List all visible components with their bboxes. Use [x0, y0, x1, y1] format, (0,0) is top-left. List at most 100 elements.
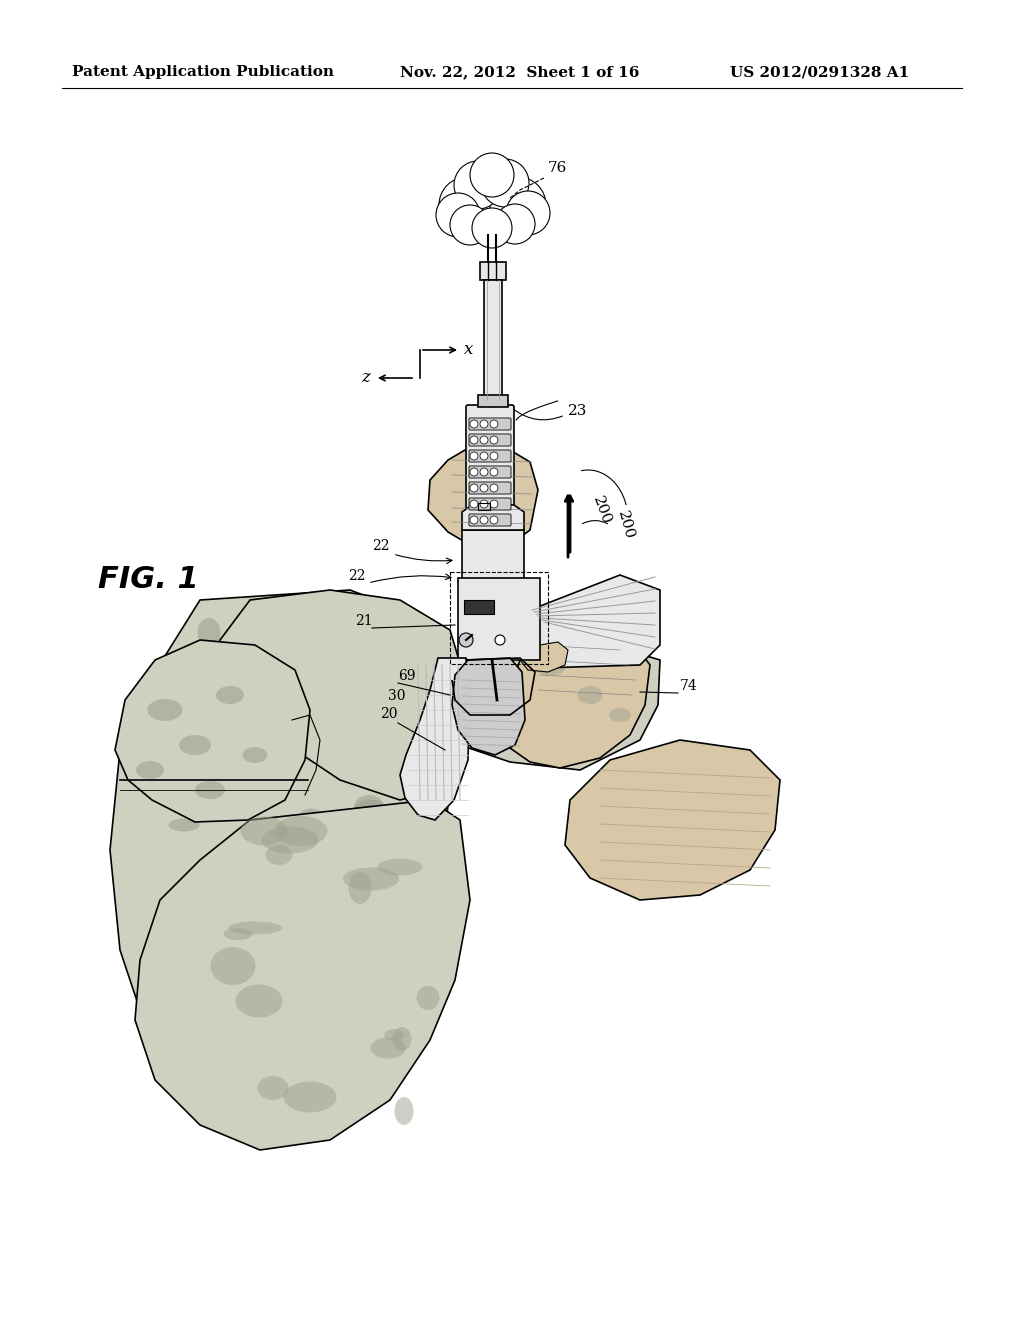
Ellipse shape [343, 867, 399, 891]
Circle shape [470, 436, 478, 444]
Ellipse shape [182, 744, 217, 763]
Ellipse shape [223, 928, 253, 940]
Circle shape [470, 500, 478, 508]
Ellipse shape [169, 818, 200, 832]
Circle shape [480, 420, 488, 428]
Ellipse shape [236, 985, 283, 1018]
Ellipse shape [291, 912, 307, 945]
Bar [450, 572, 548, 664]
Ellipse shape [307, 876, 325, 909]
Ellipse shape [535, 660, 565, 676]
Text: 76: 76 [548, 161, 567, 176]
Ellipse shape [258, 824, 284, 843]
Ellipse shape [284, 1081, 337, 1113]
Circle shape [480, 516, 488, 524]
Polygon shape [528, 576, 660, 668]
Polygon shape [220, 590, 465, 800]
Ellipse shape [147, 700, 182, 721]
Circle shape [470, 153, 514, 197]
Text: Nov. 22, 2012  Sheet 1 of 16: Nov. 22, 2012 Sheet 1 of 16 [400, 65, 639, 79]
Ellipse shape [228, 921, 282, 935]
Ellipse shape [239, 682, 273, 700]
Polygon shape [115, 640, 310, 822]
Ellipse shape [216, 686, 244, 704]
Text: Patent Application Publication: Patent Application Publication [72, 65, 334, 79]
FancyBboxPatch shape [469, 450, 511, 462]
FancyBboxPatch shape [469, 466, 511, 478]
Circle shape [480, 469, 488, 477]
Text: FIG. 1: FIG. 1 [97, 565, 199, 594]
Text: 20: 20 [380, 708, 397, 721]
Ellipse shape [394, 1097, 414, 1125]
Bar [458, 578, 540, 660]
Bar [484, 280, 502, 400]
Ellipse shape [274, 657, 292, 689]
Text: 69: 69 [398, 669, 416, 682]
Ellipse shape [190, 974, 208, 985]
Ellipse shape [292, 923, 328, 944]
Ellipse shape [460, 694, 480, 706]
Ellipse shape [218, 986, 256, 998]
Ellipse shape [261, 826, 318, 854]
Text: 74: 74 [680, 678, 697, 693]
Text: 200: 200 [590, 494, 613, 527]
Circle shape [470, 420, 478, 428]
Bar [480, 261, 506, 280]
Ellipse shape [198, 618, 220, 648]
Ellipse shape [348, 873, 372, 904]
Polygon shape [428, 450, 538, 545]
Circle shape [480, 451, 488, 459]
Polygon shape [432, 648, 660, 770]
Circle shape [454, 161, 502, 209]
FancyBboxPatch shape [469, 513, 511, 525]
Circle shape [506, 191, 550, 235]
Ellipse shape [417, 986, 439, 1010]
Ellipse shape [378, 858, 423, 875]
Circle shape [470, 469, 478, 477]
Circle shape [454, 160, 530, 236]
Circle shape [495, 635, 505, 645]
Circle shape [490, 451, 498, 459]
Ellipse shape [354, 800, 386, 821]
Circle shape [495, 205, 535, 244]
Ellipse shape [136, 762, 164, 779]
Ellipse shape [179, 735, 211, 755]
Ellipse shape [217, 659, 258, 677]
Circle shape [480, 484, 488, 492]
Text: 22: 22 [348, 569, 366, 583]
Text: z: z [361, 370, 370, 387]
Circle shape [480, 436, 488, 444]
Polygon shape [135, 800, 470, 1150]
Ellipse shape [257, 1076, 289, 1100]
Circle shape [439, 177, 495, 234]
Ellipse shape [265, 845, 293, 865]
Circle shape [490, 436, 498, 444]
Polygon shape [452, 657, 525, 755]
FancyBboxPatch shape [469, 498, 511, 510]
Text: x: x [464, 342, 473, 359]
Ellipse shape [243, 747, 267, 763]
Ellipse shape [377, 1018, 393, 1048]
Ellipse shape [326, 1035, 348, 1059]
Circle shape [472, 209, 512, 248]
Text: 22: 22 [372, 539, 389, 553]
Ellipse shape [241, 817, 288, 846]
Text: 21: 21 [355, 614, 373, 628]
Ellipse shape [354, 795, 384, 818]
Bar [462, 531, 524, 579]
Circle shape [470, 484, 478, 492]
Polygon shape [520, 642, 568, 672]
FancyBboxPatch shape [469, 482, 511, 494]
Polygon shape [400, 657, 470, 820]
Circle shape [490, 177, 546, 234]
Circle shape [459, 634, 473, 647]
Ellipse shape [258, 946, 300, 972]
Ellipse shape [195, 781, 225, 799]
Circle shape [490, 500, 498, 508]
Polygon shape [462, 503, 524, 531]
Ellipse shape [392, 1027, 412, 1051]
Circle shape [490, 420, 498, 428]
Ellipse shape [578, 686, 602, 704]
Circle shape [490, 469, 498, 477]
Ellipse shape [274, 816, 328, 846]
